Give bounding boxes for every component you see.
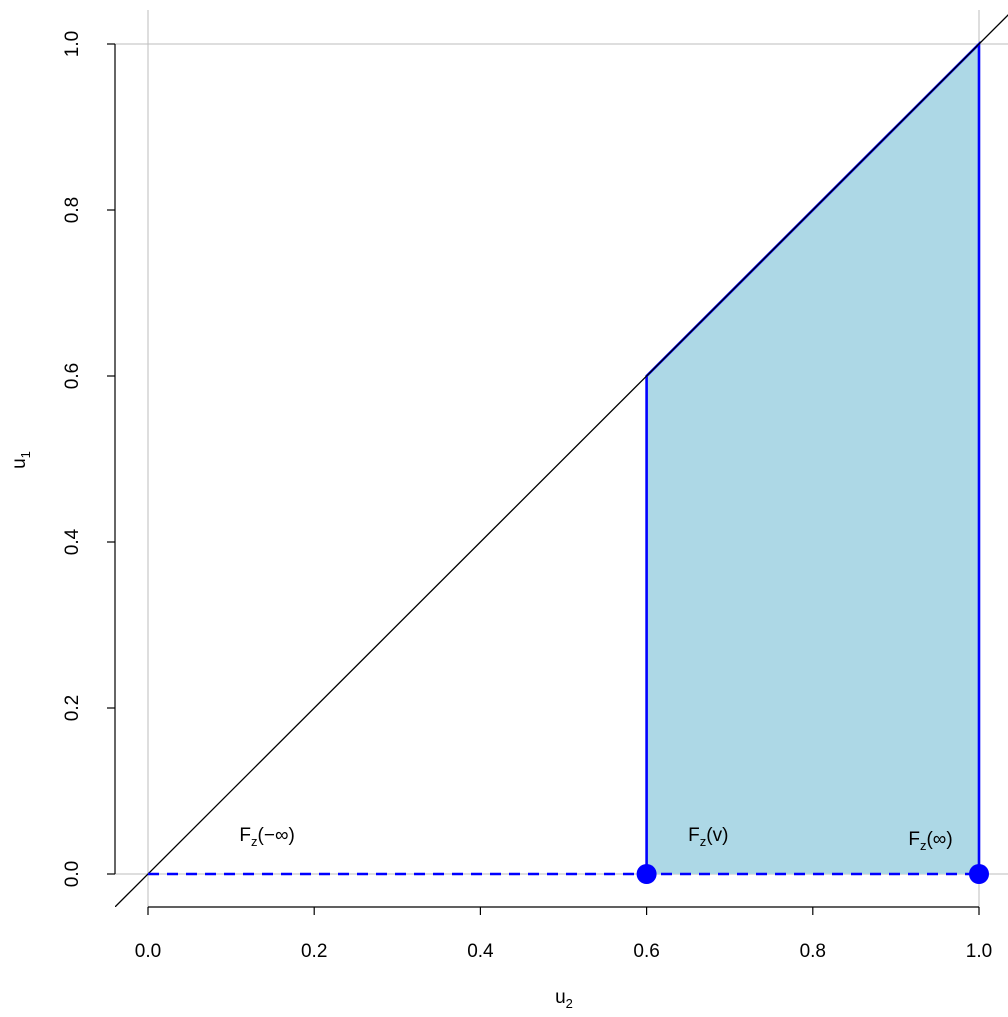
shaded-region — [646, 44, 979, 874]
y-axis-label: u1 — [9, 451, 33, 469]
data-point — [969, 864, 989, 884]
y-tick-label: 0.8 — [62, 197, 83, 223]
x-tick-label: 0.8 — [800, 941, 826, 962]
annotation-label: Fz(v) — [688, 825, 728, 849]
diagonal-line — [115, 14, 1008, 907]
x-axis-label: u2 — [555, 987, 573, 1011]
x-tick-label: 0.0 — [135, 941, 161, 962]
y-tick-label: 0.2 — [62, 695, 83, 721]
annotation-label: Fz(−∞) — [239, 825, 294, 849]
annotation-label: Fz(∞) — [908, 829, 952, 853]
x-tick-label: 0.2 — [301, 941, 327, 962]
y-tick-label: 0.4 — [62, 528, 83, 555]
y-tick-label: 0.6 — [62, 363, 83, 389]
data-point — [636, 864, 657, 884]
y-tick-label: 0.0 — [62, 861, 83, 887]
x-tick-label: 0.6 — [633, 941, 659, 962]
x-tick-label: 1.0 — [966, 941, 992, 962]
y-tick-label: 1.0 — [62, 31, 83, 57]
x-tick-label: 0.4 — [467, 941, 494, 962]
